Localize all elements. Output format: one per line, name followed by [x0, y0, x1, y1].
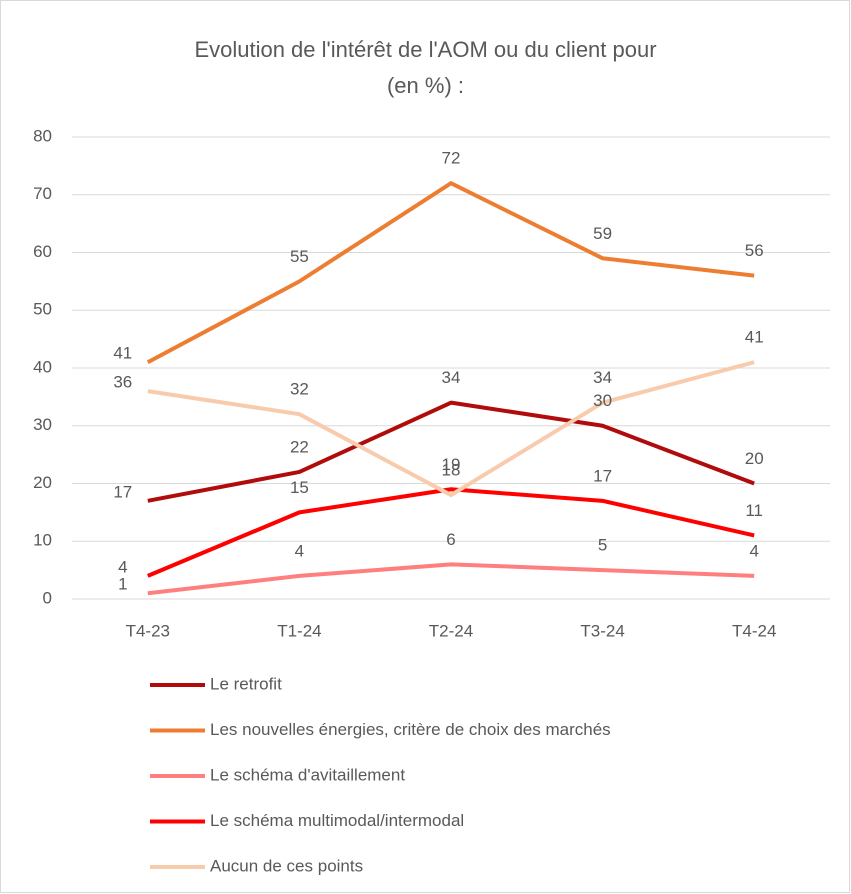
y-tick-label: 30: [33, 415, 52, 434]
y-tick-label: 80: [33, 126, 52, 145]
data-label: 22: [290, 437, 309, 456]
y-tick-label: 20: [33, 473, 52, 492]
data-label: 4: [749, 541, 758, 560]
title-box: Evolution de l'intérêt de l'AOM ou du cl…: [0, 32, 851, 104]
data-label: 32: [290, 380, 309, 399]
y-tick-label: 0: [43, 588, 52, 607]
data-label: 72: [442, 149, 461, 168]
legend-label: Le schéma multimodal/intermodal: [210, 811, 464, 830]
data-label: 1: [118, 575, 127, 594]
y-tick-label: 60: [33, 242, 52, 261]
data-label: 5: [598, 536, 607, 555]
y-tick-label: 50: [33, 300, 52, 319]
data-label: 20: [745, 449, 764, 468]
x-tick-label: T1-24: [277, 621, 321, 640]
x-tick-label: T3-24: [580, 621, 624, 640]
data-label: 4: [295, 541, 304, 560]
data-label: 34: [442, 368, 461, 387]
series-line: [147, 360, 755, 498]
legend-label: Le retrofit: [210, 674, 282, 693]
y-tick-label: 40: [33, 357, 52, 376]
data-label: 15: [290, 478, 309, 497]
data-label: 17: [593, 466, 612, 485]
legend-label: Les nouvelles énergies, critère de choix…: [210, 720, 611, 739]
legend-label: Le schéma d'avitaillement: [210, 765, 405, 784]
data-label: 4: [118, 557, 127, 576]
data-label: 36: [113, 373, 132, 392]
data-label: 34: [593, 368, 612, 387]
data-label: 41: [113, 344, 132, 363]
series-line: [146, 181, 755, 364]
data-label: 41: [745, 328, 764, 347]
data-label: 56: [745, 241, 764, 260]
data-label: 18: [442, 461, 461, 480]
chart-title: Evolution de l'intérêt de l'AOM ou du cl…: [194, 37, 657, 98]
data-label: 59: [593, 224, 612, 243]
data-label: 55: [290, 247, 309, 266]
x-tick-label: T4-23: [126, 621, 170, 640]
series-line: [147, 487, 755, 578]
y-tick-label: 10: [33, 531, 52, 550]
series-line: [147, 562, 755, 596]
series-line: [147, 400, 755, 503]
data-label: 30: [593, 391, 612, 410]
legend-label: Aucun de ces points: [210, 856, 363, 875]
data-label: 6: [446, 530, 455, 549]
data-label: 17: [113, 482, 132, 501]
y-tick-label: 70: [33, 184, 52, 203]
data-label: 19: [442, 455, 461, 474]
x-tick-label: T4-24: [732, 621, 776, 640]
x-tick-label: T2-24: [429, 621, 473, 640]
data-label: 11: [745, 501, 763, 520]
